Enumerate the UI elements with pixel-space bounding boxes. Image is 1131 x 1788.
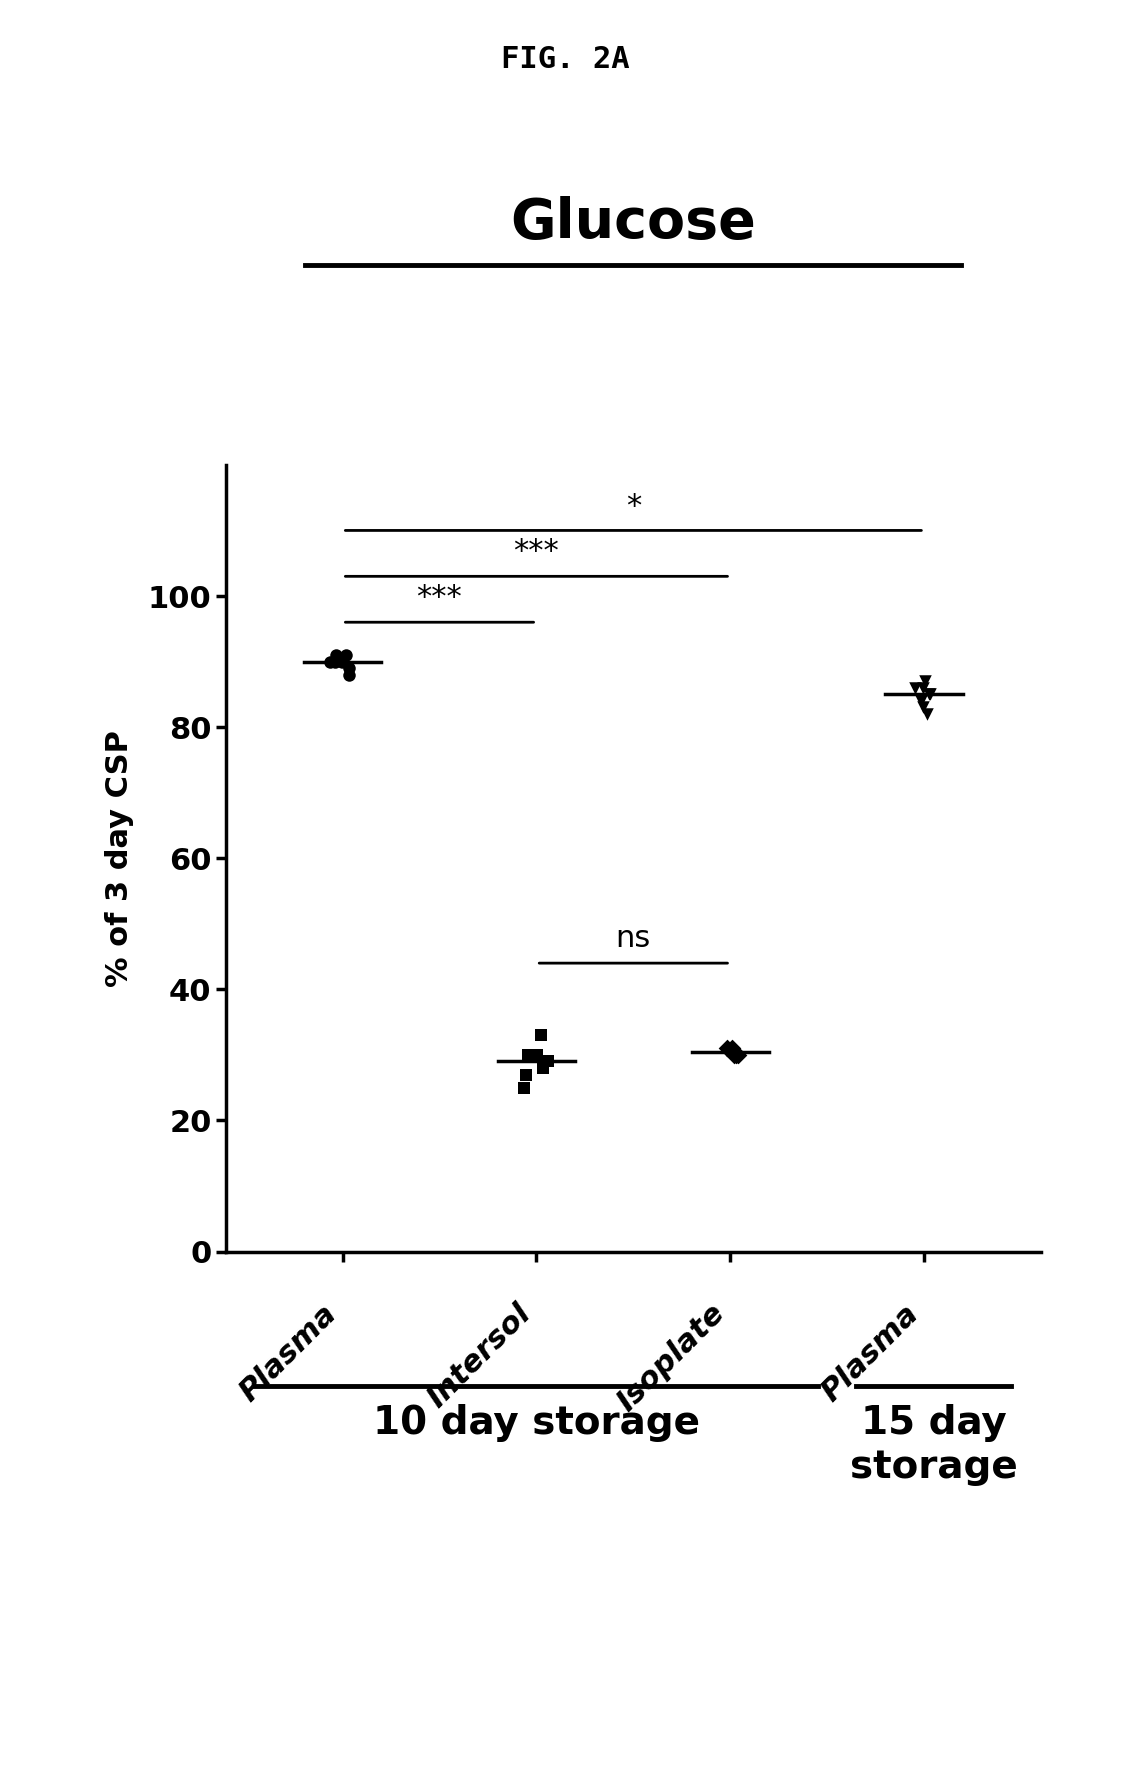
Text: ***: ***	[416, 583, 463, 611]
Point	[918, 699, 936, 728]
Point	[906, 674, 924, 703]
Point	[728, 1041, 746, 1069]
Point	[912, 687, 930, 715]
Point	[914, 674, 932, 703]
Text: 10 day storage: 10 day storage	[373, 1404, 700, 1441]
Text: Plasma: Plasma	[234, 1298, 343, 1407]
Point	[727, 1041, 745, 1069]
Point	[326, 647, 344, 676]
Text: Plasma: Plasma	[815, 1298, 924, 1407]
Point	[517, 1060, 535, 1089]
Point	[321, 647, 339, 676]
Text: FIG. 2A: FIG. 2A	[501, 45, 630, 73]
Text: Intersol: Intersol	[422, 1298, 536, 1413]
Point	[921, 679, 939, 708]
Point	[327, 640, 345, 669]
Point	[538, 1048, 556, 1076]
Point	[723, 1033, 741, 1062]
Text: 15 day
storage: 15 day storage	[851, 1404, 1018, 1486]
Text: *: *	[625, 492, 641, 520]
Point	[920, 679, 938, 708]
Point	[337, 640, 355, 669]
Text: ns: ns	[615, 924, 651, 953]
Point	[515, 1073, 533, 1101]
Text: Glucose: Glucose	[510, 197, 757, 250]
Point	[528, 1041, 546, 1069]
Point	[534, 1053, 552, 1082]
Point	[340, 654, 359, 683]
Text: ***: ***	[513, 538, 560, 567]
Point	[914, 694, 932, 722]
Point	[916, 667, 934, 696]
Point	[718, 1033, 736, 1062]
Point	[339, 660, 357, 688]
Point	[532, 1021, 550, 1050]
Y-axis label: % of 3 day CSP: % of 3 day CSP	[105, 730, 133, 987]
Point	[725, 1041, 743, 1069]
Point	[334, 647, 352, 676]
Text: Isoplate: Isoplate	[612, 1298, 731, 1418]
Point	[519, 1041, 537, 1069]
